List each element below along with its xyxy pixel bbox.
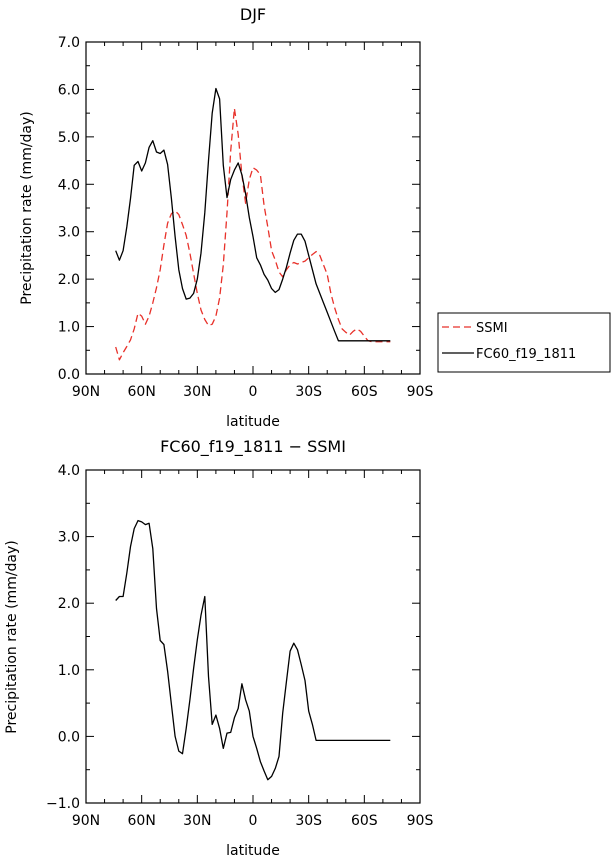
- series-line-fc60-0: [115, 519, 391, 781]
- x-tick-label: 90S: [407, 384, 434, 400]
- x-axis-label: latitude: [226, 843, 280, 859]
- x-tick-label: 90N: [72, 384, 100, 400]
- x-tick-label: 30N: [183, 384, 211, 400]
- x-tick-label: 60S: [351, 384, 378, 400]
- chart-title: DJF: [240, 5, 266, 24]
- y-tick-label: 2.0: [58, 272, 80, 288]
- y-tick-label: 0.0: [58, 729, 80, 745]
- x-tick-label: 90N: [72, 813, 100, 829]
- series-line-ssmi-0: [115, 107, 391, 361]
- x-tick-label: 60N: [128, 813, 156, 829]
- y-tick-label: 3.0: [58, 225, 80, 241]
- y-tick-label: 4.0: [58, 463, 80, 479]
- x-axis-label: latitude: [226, 414, 280, 430]
- y-tick-label: 3.0: [58, 530, 80, 546]
- x-tick-label: 0: [249, 813, 258, 829]
- legend: SSMI FC60_f19_1811: [437, 312, 611, 373]
- legend-label-ssmi: SSMI: [476, 321, 508, 336]
- axis-ticks: 90N 60N 30N 0 30S 60S 90S 0.0 1.0 2.0 3.0 4.0 5.0 6.0…: [58, 35, 434, 400]
- plot-frame: [85, 469, 421, 804]
- legend-label-fc60: FC60_f19_1811: [476, 347, 576, 362]
- y-tick-label: 0.0: [58, 367, 80, 383]
- y-tick-label: 4.0: [58, 177, 80, 193]
- series-lines: [115, 87, 391, 361]
- y-tick-label: 6.0: [58, 82, 80, 98]
- x-tick-label: 60S: [351, 813, 378, 829]
- y-tick-label: 1.0: [58, 663, 80, 679]
- x-tick-label: 90S: [407, 813, 434, 829]
- y-tick-label: 7.0: [58, 35, 80, 51]
- legend-box: [437, 312, 611, 373]
- x-tick-label: 60N: [128, 384, 156, 400]
- chart-title: FC60_f19_1811 − SSMI: [160, 437, 346, 457]
- y-tick-label: 5.0: [58, 130, 80, 146]
- chart-difference: FC60_f19_1811 − SSMI 90N 60N 30N 0 30S 60S 90S…: [4, 437, 433, 859]
- series-line-fc60-1: [115, 87, 391, 342]
- chart-djf: DJF 90N 60N 30N 0 30S 60S 90S 0.0 1.0 2.0 3.0 4.0 5.…: [19, 5, 433, 430]
- plot-frame: [85, 41, 421, 375]
- series-lines: [115, 519, 391, 781]
- y-tick-label: −1.0: [46, 796, 80, 812]
- y-tick-label: 2.0: [58, 596, 80, 612]
- x-tick-label: 30S: [295, 384, 322, 400]
- x-tick-label: 0: [249, 384, 258, 400]
- x-tick-label: 30S: [295, 813, 322, 829]
- x-tick-label: 30N: [183, 813, 211, 829]
- y-axis-label: Precipitation rate (mm/day): [19, 111, 35, 305]
- y-axis-label: Precipitation rate (mm/day): [4, 540, 20, 734]
- y-tick-label: 1.0: [58, 320, 80, 336]
- axis-ticks: 90N 60N 30N 0 30S 60S 90S −1.0 0.0 1.0 2.0 3.0 4.0: [46, 463, 433, 829]
